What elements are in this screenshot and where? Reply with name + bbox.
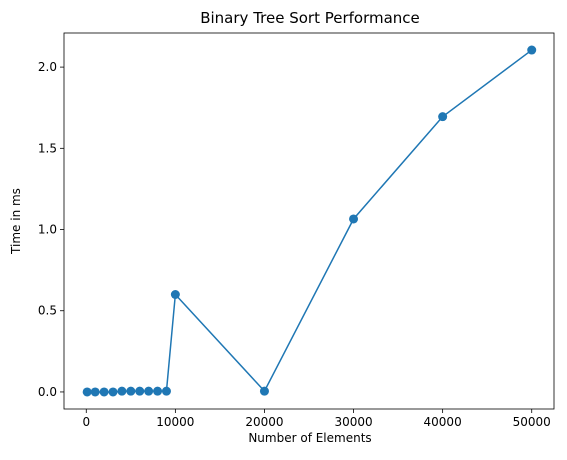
chart-title: Binary Tree Sort Performance [200,9,420,27]
x-tick-label: 40000 [424,415,462,429]
y-tick-label: 0.0 [38,385,57,399]
x-tick-label: 10000 [156,415,194,429]
y-tick-label: 2.0 [38,60,57,74]
data-point [527,45,537,55]
data-point [82,387,92,397]
data-point [90,387,100,397]
y-tick-label: 1.0 [38,223,57,237]
data-point [144,386,154,396]
y-tick-label: 0.5 [38,304,57,318]
data-point [153,386,163,396]
y-axis: 0.0 0.5 1.0 1.5 2.0 [38,60,64,399]
data-point [117,386,127,396]
x-axis-label: Number of Elements [248,431,371,445]
data-point [99,387,109,397]
x-tick-label: 30000 [334,415,372,429]
series-line [87,49,533,393]
data-point [108,387,118,397]
x-tick-label: 50000 [513,415,551,429]
x-axis: 0 10000 20000 30000 40000 50000 [82,409,551,429]
data-point [259,386,269,396]
data-point [349,214,359,224]
data-point [438,112,448,122]
y-tick-label: 1.5 [38,141,57,155]
data-point [126,386,136,396]
data-point [135,386,145,396]
data-point [161,386,171,396]
y-axis-label: Time in ms [9,188,23,255]
plot-area [63,32,555,410]
data-point [170,289,180,299]
plot-frame [63,32,555,410]
x-tick-label: 20000 [245,415,283,429]
x-tick-label: 0 [82,415,90,429]
